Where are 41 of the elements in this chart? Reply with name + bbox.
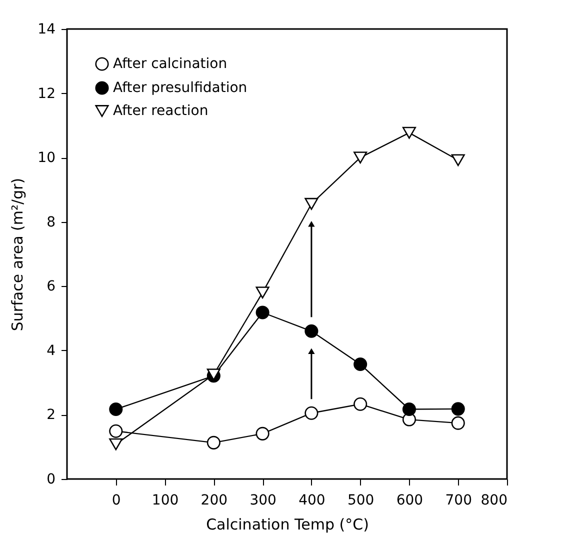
legend-label: After reaction — [113, 103, 208, 119]
point — [354, 152, 368, 164]
point — [451, 416, 465, 430]
x-tick-label: 800 — [480, 492, 508, 508]
legend-label: After presulfidation — [113, 80, 248, 96]
point — [304, 406, 318, 420]
x-tick-label: 700 — [445, 492, 472, 508]
y-tick-label: 12 — [38, 86, 56, 102]
point — [354, 357, 368, 372]
point — [109, 424, 123, 438]
y-tick-label: 6 — [46, 278, 56, 295]
x-tick-label: 500 — [347, 492, 374, 508]
point — [256, 426, 270, 440]
x-tick-label: 600 — [396, 492, 424, 508]
point — [304, 198, 318, 210]
point — [451, 154, 465, 166]
point — [206, 368, 220, 380]
x-tick-label: 400 — [298, 492, 326, 508]
x-tick-label: 100 — [152, 492, 179, 508]
x-tick-label: 300 — [250, 492, 276, 508]
y-tick-label: 8 — [46, 214, 56, 230]
y-tick-label: 10 — [38, 150, 56, 166]
point — [109, 438, 123, 450]
point — [451, 402, 465, 416]
y-tick-label: 2 — [46, 407, 56, 424]
x-tick-label: 200 — [200, 492, 228, 508]
point — [304, 324, 318, 338]
x-tick-label: 0 — [112, 492, 121, 508]
y-axis-title: Surface area (m²/gr) — [8, 178, 27, 332]
point — [206, 436, 220, 450]
point — [402, 402, 416, 416]
point — [256, 286, 270, 299]
point — [402, 126, 416, 139]
legend-label: After calcination — [113, 56, 228, 72]
y-tick-label: 4 — [46, 342, 56, 359]
point — [109, 402, 123, 416]
x-axis-title: Calcination Temp (°C) — [206, 516, 369, 534]
point — [354, 397, 368, 411]
y-tick-label: 0 — [46, 472, 56, 488]
point — [256, 306, 270, 320]
y-tick-label: 14 — [38, 22, 56, 38]
